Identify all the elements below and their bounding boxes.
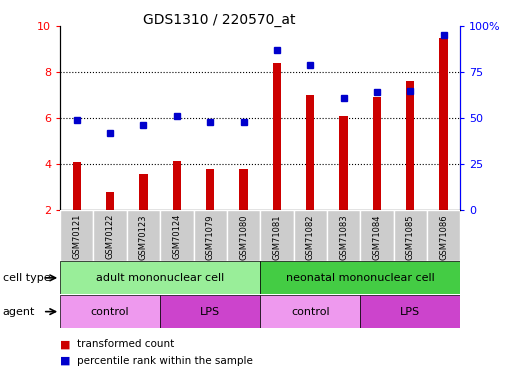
Bar [406, 81, 414, 210]
Text: control: control [91, 307, 130, 316]
Text: GSM71079: GSM71079 [206, 214, 214, 260]
Text: ■: ■ [60, 339, 71, 349]
Bar [360, 210, 393, 261]
Bar [272, 63, 281, 210]
Text: GDS1310 / 220570_at: GDS1310 / 220570_at [143, 13, 296, 27]
Bar [160, 210, 194, 261]
Bar [94, 210, 127, 261]
Bar [339, 116, 348, 210]
Bar [60, 210, 94, 261]
Bar [73, 162, 81, 210]
Bar [173, 160, 181, 210]
Bar [240, 169, 248, 210]
Bar [60, 261, 260, 294]
Text: agent: agent [3, 307, 35, 316]
Text: LPS: LPS [200, 307, 220, 316]
Text: GSM70124: GSM70124 [173, 214, 181, 260]
Text: GSM71084: GSM71084 [372, 214, 381, 260]
Text: GSM71080: GSM71080 [239, 214, 248, 260]
Text: control: control [291, 307, 329, 316]
Text: neonatal mononuclear cell: neonatal mononuclear cell [286, 273, 435, 283]
Text: GSM71086: GSM71086 [439, 214, 448, 260]
Text: cell type: cell type [3, 273, 50, 283]
Text: GSM71085: GSM71085 [406, 214, 415, 260]
Bar [360, 295, 460, 328]
Text: GSM71081: GSM71081 [272, 214, 281, 260]
Bar [206, 169, 214, 210]
Bar [227, 210, 260, 261]
Bar [427, 210, 460, 261]
Text: GSM71083: GSM71083 [339, 214, 348, 260]
Text: percentile rank within the sample: percentile rank within the sample [77, 356, 253, 366]
Text: transformed count: transformed count [77, 339, 174, 349]
Bar [127, 210, 160, 261]
Bar [260, 210, 293, 261]
Bar [139, 174, 147, 210]
Bar [160, 295, 260, 328]
Bar [327, 210, 360, 261]
Bar [260, 295, 360, 328]
Text: GSM71082: GSM71082 [306, 214, 315, 260]
Bar [260, 261, 460, 294]
Bar [394, 210, 427, 261]
Text: LPS: LPS [400, 307, 420, 316]
Text: adult mononuclear cell: adult mononuclear cell [96, 273, 224, 283]
Text: ■: ■ [60, 356, 71, 366]
Bar [106, 192, 115, 210]
Bar [373, 98, 381, 210]
Bar [60, 295, 160, 328]
Bar [306, 95, 314, 210]
Text: GSM70122: GSM70122 [106, 214, 115, 260]
Bar [194, 210, 227, 261]
Bar [439, 38, 448, 210]
Text: GSM70121: GSM70121 [72, 214, 81, 260]
Bar [293, 210, 327, 261]
Text: GSM70123: GSM70123 [139, 214, 148, 260]
